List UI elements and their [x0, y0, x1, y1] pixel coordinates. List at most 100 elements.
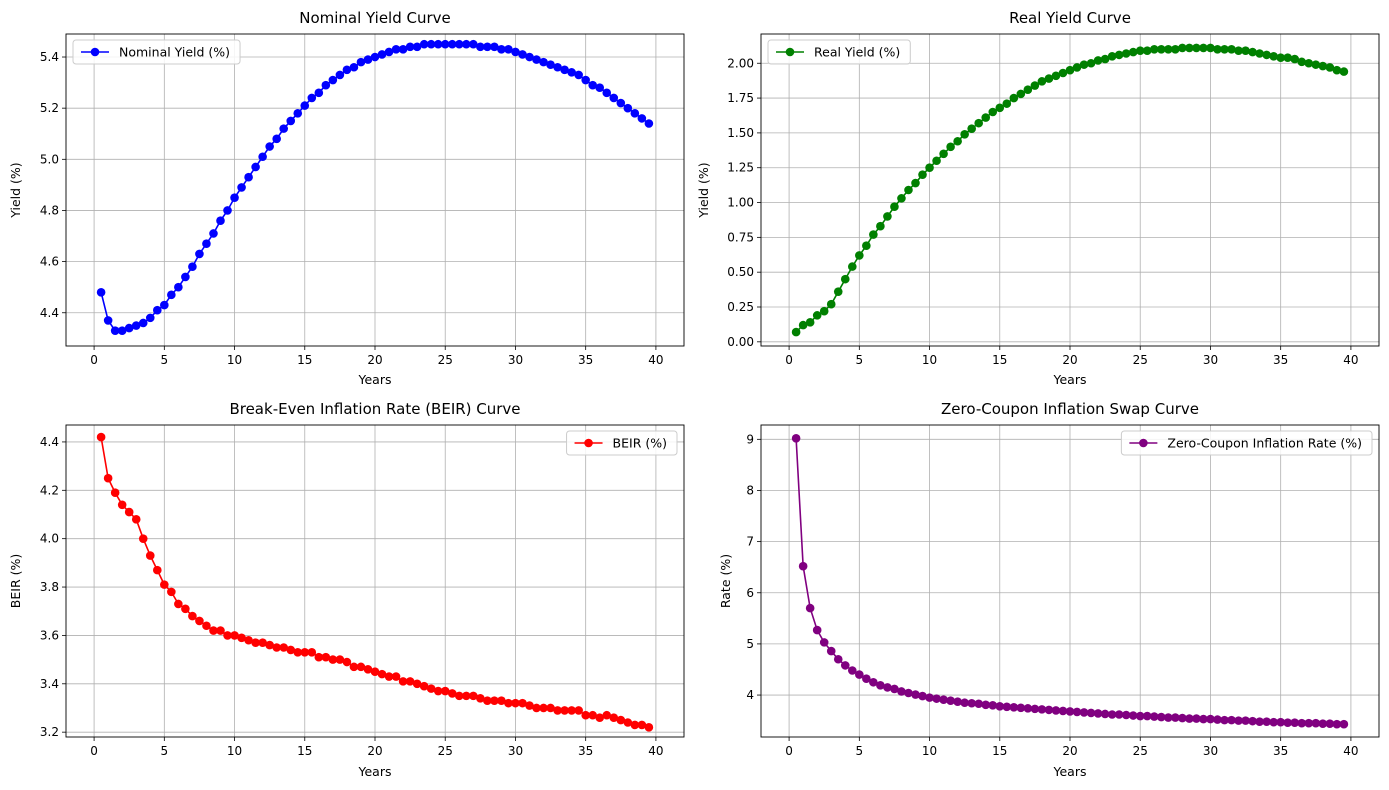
x-tick-label: 5	[855, 744, 863, 758]
data-point	[167, 290, 176, 300]
data-point	[1234, 716, 1243, 725]
data-point	[433, 686, 443, 696]
data-point	[469, 39, 478, 49]
data-point	[1199, 43, 1208, 53]
y-tick-label: 5.4	[40, 50, 59, 64]
legend-label: Nominal Yield (%)	[119, 45, 230, 60]
data-point	[1297, 57, 1307, 67]
data-point	[574, 706, 583, 715]
data-point	[939, 149, 948, 159]
data-point	[791, 327, 801, 337]
data-point	[532, 703, 541, 713]
data-point	[124, 323, 134, 333]
data-point	[195, 249, 204, 259]
data-point	[363, 55, 373, 64]
data-point	[138, 318, 148, 328]
data-point	[581, 75, 590, 85]
data-point	[819, 306, 829, 316]
legend-label: Zero-Coupon Inflation Rate (%)	[1167, 436, 1362, 451]
data-point	[145, 313, 155, 323]
y-tick-label: 7	[746, 535, 754, 549]
data-point	[609, 93, 619, 103]
x-tick-label: 30	[508, 353, 523, 367]
data-point	[145, 551, 155, 560]
data-point	[525, 701, 534, 710]
data-point	[1002, 99, 1012, 108]
y-tick-label: 5.2	[40, 101, 59, 115]
data-point	[869, 230, 878, 239]
data-point	[1093, 709, 1103, 718]
y-tick-label: 9	[746, 432, 754, 446]
data-point	[251, 638, 260, 647]
data-point	[890, 202, 899, 212]
data-point	[1135, 711, 1145, 721]
x-tick-label: 40	[1343, 744, 1358, 758]
data-point	[1311, 60, 1321, 69]
data-point	[918, 170, 927, 179]
data-point	[426, 39, 436, 49]
data-point	[525, 52, 534, 62]
data-point	[1157, 712, 1166, 722]
data-point	[419, 39, 429, 49]
data-point	[616, 715, 626, 725]
data-point	[131, 515, 141, 524]
data-point	[602, 88, 612, 98]
data-point	[398, 45, 408, 54]
data-point	[462, 691, 471, 701]
data-point	[1121, 49, 1131, 58]
y-tick-label: 6	[746, 586, 754, 600]
axes-frame	[65, 33, 685, 347]
data-point	[1128, 47, 1138, 57]
chart-title: Nominal Yield Curve	[299, 9, 451, 27]
data-point	[391, 672, 401, 681]
data-point	[504, 698, 513, 708]
data-point	[840, 274, 850, 284]
data-point	[497, 696, 506, 706]
x-tick-label: 40	[1343, 353, 1358, 367]
legend-swatch-marker	[90, 47, 100, 57]
data-point	[160, 300, 169, 310]
x-tick-label: 0	[90, 744, 98, 758]
data-point	[623, 718, 633, 727]
chart-title: Zero-Coupon Inflation Swap Curve	[941, 400, 1199, 418]
data-point	[1171, 45, 1180, 54]
data-point	[1044, 74, 1054, 83]
legend	[1120, 430, 1373, 456]
data-point	[1185, 714, 1194, 723]
y-tick-label: 2.00	[727, 56, 754, 70]
y-tick-label: 0.75	[727, 230, 754, 244]
data-point	[181, 604, 190, 614]
data-point	[609, 713, 619, 722]
y-tick-label: 4.4	[40, 435, 59, 449]
data-point	[1107, 710, 1117, 719]
data-point	[1311, 718, 1321, 728]
x-tick-label: 0	[90, 353, 98, 367]
data-point	[546, 60, 555, 69]
data-point	[433, 39, 443, 49]
data-point	[237, 183, 246, 192]
data-point	[476, 694, 485, 703]
data-point	[518, 698, 527, 708]
data-point	[181, 272, 190, 282]
data-point	[356, 57, 366, 67]
data-point	[1248, 47, 1257, 57]
data-point	[328, 75, 338, 85]
data-point	[911, 690, 920, 699]
x-tick-label: 0	[785, 744, 793, 758]
data-point	[904, 185, 913, 195]
data-point	[412, 679, 422, 689]
data-point	[1276, 717, 1285, 727]
data-point	[1178, 43, 1187, 53]
data-point	[1241, 46, 1250, 56]
data-point	[279, 643, 289, 652]
x-tick-label: 20	[367, 353, 382, 367]
data-point	[1276, 53, 1285, 62]
x-tick-label: 15	[297, 744, 312, 758]
x-tick-label: 15	[992, 744, 1007, 758]
data-point	[124, 507, 134, 517]
data-point	[960, 698, 969, 708]
data-point	[1318, 61, 1328, 71]
data-point	[932, 694, 941, 703]
data-point	[511, 47, 520, 57]
y-tick-label: 4	[746, 688, 754, 702]
